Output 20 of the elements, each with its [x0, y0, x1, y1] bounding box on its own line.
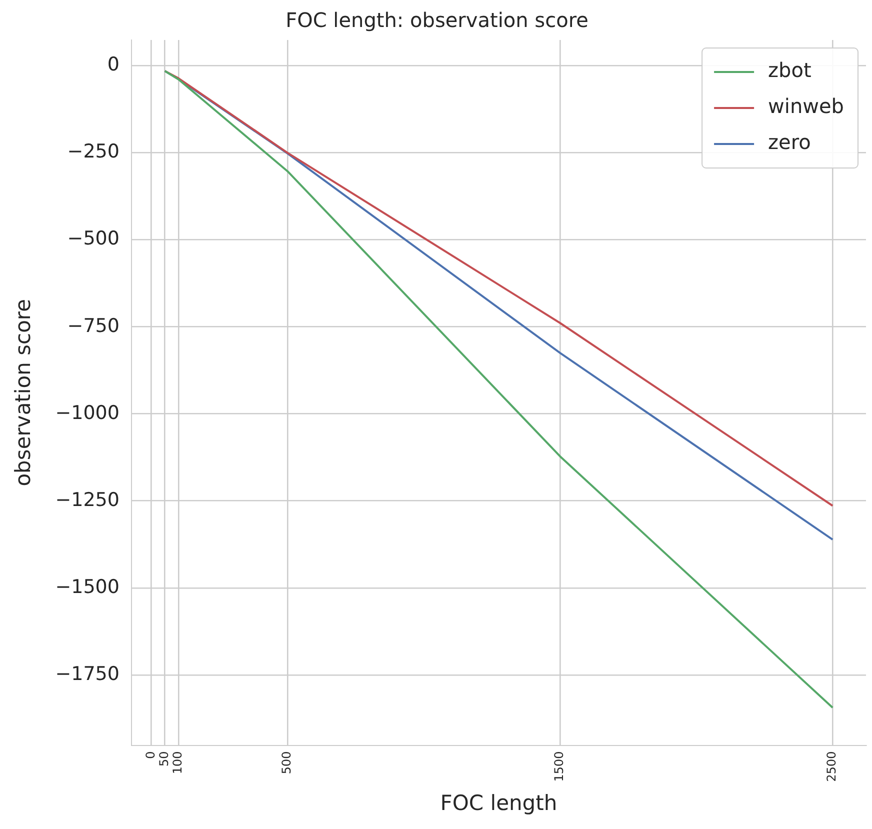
x-tick-label: 0 — [143, 751, 158, 759]
y-tick-label: −250 — [67, 140, 120, 163]
legend-label: zero — [768, 130, 811, 154]
legend-label: zbot — [768, 58, 812, 82]
x-tick-label: 100 — [170, 751, 185, 774]
x-tick-label: 1500 — [552, 751, 566, 782]
x-tick-label: 500 — [280, 751, 294, 774]
legend-label: winweb — [768, 94, 844, 118]
y-tick-label: −1250 — [55, 488, 120, 511]
y-tick-label: −500 — [67, 228, 120, 250]
chart-title: FOC length: observation score — [286, 8, 588, 32]
y-tick-label: 0 — [107, 54, 120, 76]
y-tick-label: −1500 — [55, 576, 120, 598]
x-tick-label: 50 — [156, 751, 171, 767]
y-tick-label: −1750 — [55, 662, 120, 685]
y-axis-title: observation score — [11, 298, 36, 486]
y-tick-label: −750 — [67, 314, 120, 337]
x-tick-label: 2500 — [824, 751, 839, 782]
x-axis-title: FOC length — [440, 790, 558, 815]
y-tick-label: −1000 — [55, 402, 120, 424]
